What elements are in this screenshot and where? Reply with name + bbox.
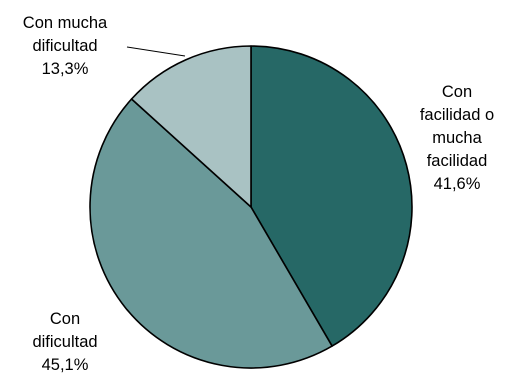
slice-label-line: dificultad	[32, 333, 97, 351]
slice-value-label: 41,6%	[434, 175, 481, 193]
slice-label-line: Con	[50, 310, 80, 328]
slice-label-line: Con mucha	[23, 14, 108, 32]
pie-slice-con-facilidad-o-mucha-facilidad	[250, 45, 413, 347]
slice-label-line: dificultad	[32, 37, 97, 55]
slice-label-line: facilidad o	[420, 106, 494, 124]
slice-value-label: 13,3%	[42, 60, 89, 78]
slice-label-line: Con	[442, 83, 472, 101]
pie-slice-con-dificultad	[89, 98, 333, 369]
slice-label-con-mucha-dificultad: Con mucha dificultad 13,3%	[23, 14, 108, 78]
pie-slice-con-mucha-dificultad	[130, 45, 252, 208]
pie-slices	[89, 45, 413, 369]
slice-value-label: 45,1%	[42, 356, 89, 374]
leader-line-con-mucha-dificultad	[126, 46, 186, 57]
slice-labels: Con facilidad o mucha facilidad 41,6% Con difi…	[23, 14, 494, 374]
slice-label-con-facilidad-o-mucha-facilidad: Con facilidad o mucha facilidad 41,6%	[420, 83, 494, 193]
slice-label-line: mucha	[432, 129, 482, 147]
slice-label-con-dificultad: Con dificultad 45,1%	[32, 310, 97, 374]
slice-label-line: facilidad	[427, 152, 488, 170]
